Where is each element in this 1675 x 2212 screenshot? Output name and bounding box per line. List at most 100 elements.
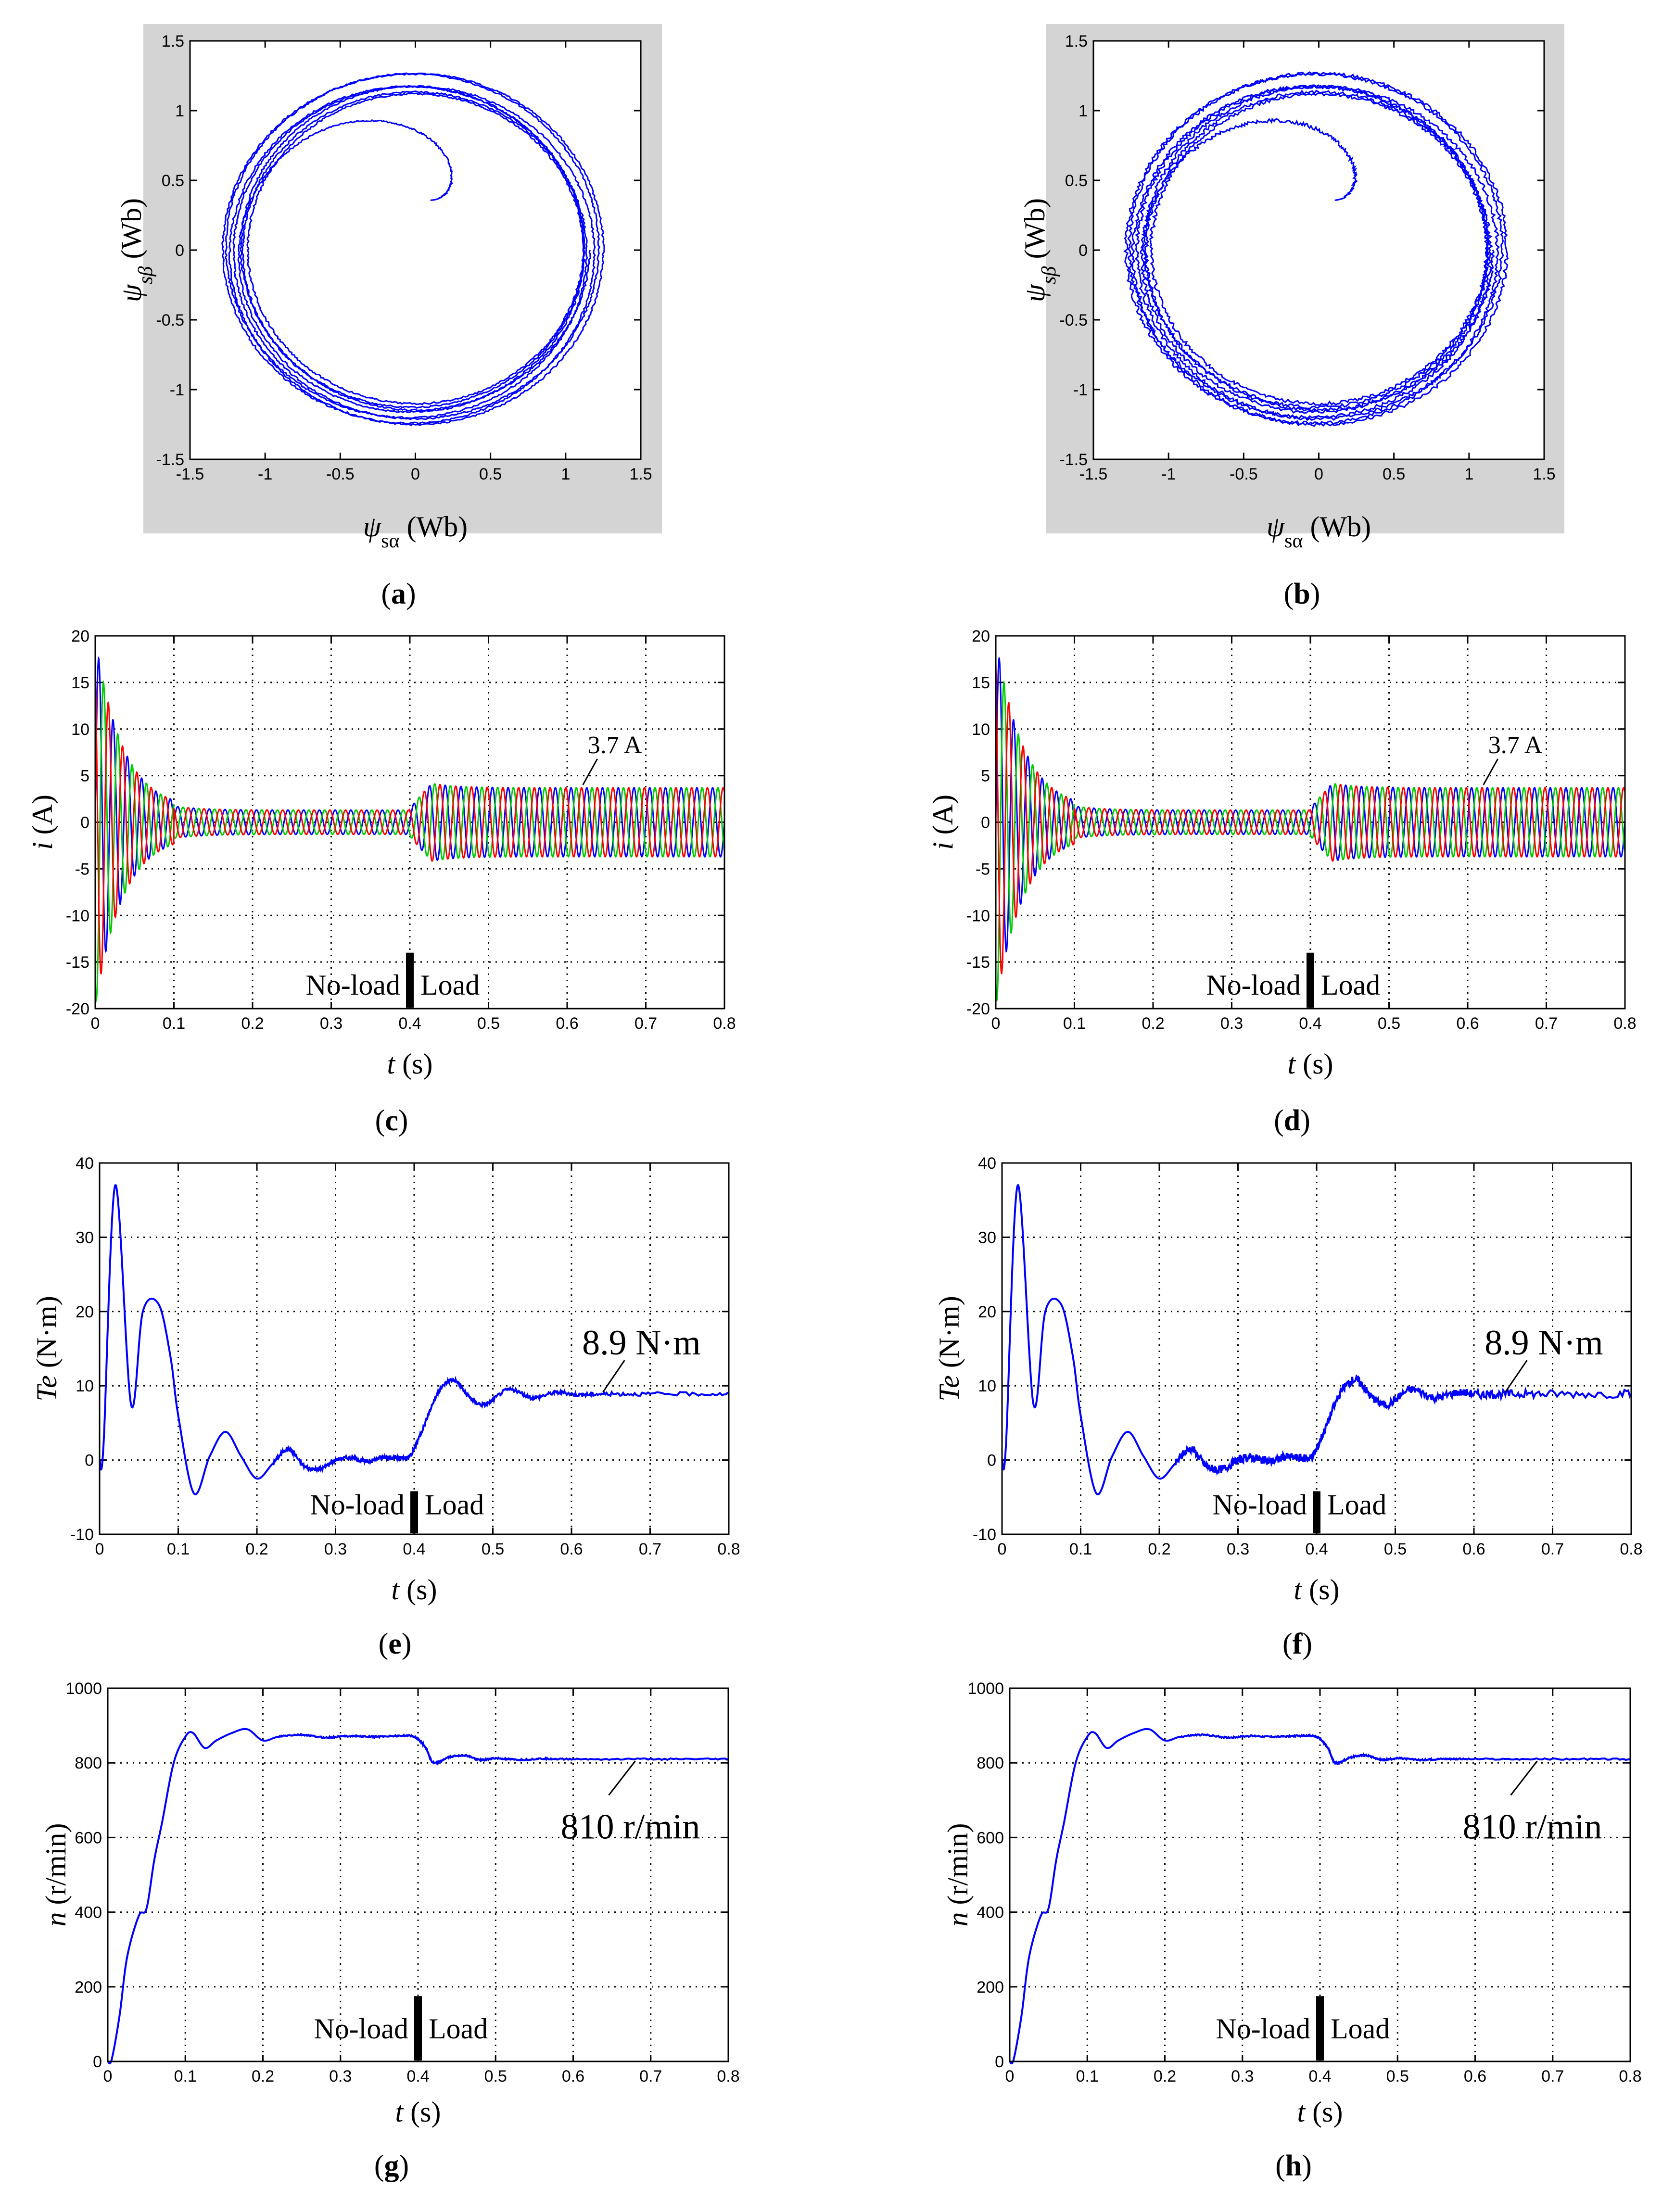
plot-area <box>1093 41 1544 459</box>
annotation-leader <box>582 758 598 785</box>
y-axis-label: i (A) <box>26 795 58 850</box>
x-tick-label: 0.3 <box>1220 1014 1243 1033</box>
no-load-label: No-load <box>310 1489 405 1520</box>
x-axis-label: ψsα (Wb) <box>363 511 468 552</box>
y-tick-label: -15 <box>66 953 89 972</box>
x-tick-label: 0.8 <box>717 1540 740 1558</box>
x-tick-label: 0.3 <box>329 2067 352 2086</box>
x-tick-label: 0.7 <box>1535 1014 1558 1033</box>
y-tick-label: 600 <box>75 1829 102 1847</box>
y-tick-label: 800 <box>75 1754 102 1772</box>
y-tick-label: 1.5 <box>1065 32 1088 51</box>
series-Te <box>1001 1184 1632 1495</box>
x-tick-label: 0.1 <box>1076 2067 1099 2086</box>
x-tick-label: 0.4 <box>403 1540 425 1558</box>
annotation-leader <box>1510 1760 1538 1796</box>
x-tick-label: 0.4 <box>1299 1014 1321 1033</box>
x-tick-label: 0.2 <box>1148 1540 1170 1558</box>
x-axis-label: t (s) <box>395 2096 441 2128</box>
y-tick-label: -10 <box>973 1526 996 1544</box>
y-tick-label: 40 <box>978 1154 996 1173</box>
x-axis-label: t (s) <box>387 1048 433 1080</box>
y-tick-label: 0 <box>93 2053 102 2071</box>
x-tick-label: -1.5 <box>176 465 204 483</box>
y-tick-label: 800 <box>977 1754 1004 1772</box>
subplot-caption: (g) <box>374 2149 409 2182</box>
x-axis-label: t (s) <box>1297 2096 1343 2128</box>
x-tick-label: 0.8 <box>1613 1014 1636 1033</box>
chart-g: 0 0.1 0.2 0.3 0.4 0.5 0.6 0.7 0.8 0 200 400 600 800 10… <box>40 1680 740 2182</box>
flux-trajectory <box>1123 71 1509 427</box>
x-tick-label: 0.6 <box>556 1014 578 1033</box>
x-axis-label: t (s) <box>1288 1048 1333 1080</box>
y-axis-label: Te (N·m) <box>933 1296 965 1401</box>
load-step-marker <box>1313 1491 1320 1533</box>
y-tick-label: 5 <box>80 767 89 785</box>
x-tick-label: 0 <box>91 1014 100 1033</box>
x-axis-label: ψsα (Wb) <box>1267 511 1371 552</box>
x-tick-label: 0.8 <box>1620 1540 1642 1558</box>
x-tick-label: 0.5 <box>1383 465 1405 483</box>
x-tick-label: 0 <box>411 465 420 483</box>
chart-d: 0 0.1 0.2 0.3 0.4 0.5 0.6 0.7 0.8 -20 -15 -10 -5 0 5 10… <box>927 627 1637 1137</box>
load-label: Load <box>425 1489 484 1520</box>
annotation-label: 810 r/min <box>561 1807 700 1846</box>
axes-box <box>189 40 642 460</box>
subplot-caption: (a) <box>381 578 416 610</box>
series-Te <box>99 1184 730 1495</box>
x-tick-label: 1 <box>561 465 570 483</box>
x-tick-label: 0.5 <box>1378 1014 1400 1033</box>
load-label: Load <box>1331 2013 1390 2045</box>
y-tick-label: -10 <box>966 907 990 925</box>
x-tick-label: 0 <box>998 1540 1007 1558</box>
y-tick-label: 15 <box>71 674 89 692</box>
y-tick-label: -5 <box>75 860 89 878</box>
y-tick-label: -0.5 <box>1059 311 1088 329</box>
x-tick-label: 1 <box>1464 465 1473 483</box>
chart-c: 0 0.1 0.2 0.3 0.4 0.5 0.6 0.7 0.8 -20 -15 -10 -5 0 5 10… <box>26 627 736 1137</box>
y-tick-label: 40 <box>76 1154 94 1173</box>
y-tick-label: 0 <box>1079 241 1088 260</box>
chart-a: -1.5 -1 -0.5 0 0.5 1 1.5 -1.5 -1 -0.5 0 0.5 1 1.5 ψsα … <box>115 24 662 610</box>
y-tick-label: 0.5 <box>1065 172 1088 190</box>
plot-area <box>190 41 641 459</box>
x-tick-label: 0.8 <box>1619 2067 1641 2086</box>
y-tick-label: -15 <box>966 953 990 972</box>
y-axis-label: n (r/min) <box>40 1823 72 1927</box>
load-step-marker <box>1307 952 1314 1008</box>
annotation-leader <box>1483 758 1499 785</box>
y-tick-label: 0 <box>85 1452 94 1470</box>
x-tick-label: 0.4 <box>1308 2067 1331 2086</box>
load-step-marker <box>1316 1996 1324 2060</box>
series-n <box>1009 1728 1631 2064</box>
x-tick-label: 0.1 <box>167 1540 190 1558</box>
x-tick-label: 0.5 <box>1386 2067 1409 2086</box>
flux-trajectory <box>221 72 605 427</box>
y-tick-label: -1 <box>1073 381 1088 399</box>
x-tick-label: 0.2 <box>245 1540 268 1558</box>
y-tick-label: 1000 <box>65 1680 102 1698</box>
x-tick-label: -1 <box>1161 465 1176 483</box>
y-tick-label: 20 <box>71 627 89 645</box>
x-tick-label: 0.3 <box>1231 2067 1254 2086</box>
subplot-caption: (f) <box>1282 1628 1312 1660</box>
y-tick-label: 1 <box>1079 102 1088 120</box>
x-tick-label: 0.8 <box>717 2067 739 2086</box>
x-tick-label: 0.1 <box>174 2067 197 2086</box>
x-tick-label: 0 <box>991 1014 1001 1033</box>
y-tick-label: 1.5 <box>162 32 184 51</box>
y-tick-label: 200 <box>977 1978 1004 1997</box>
y-tick-label: 20 <box>972 627 990 645</box>
no-load-label: No-load <box>314 2013 408 2045</box>
y-tick-label: 1000 <box>967 1680 1004 1698</box>
no-load-label: No-load <box>305 969 400 1001</box>
x-tick-label: 0.7 <box>1541 2067 1564 2086</box>
no-load-label: No-load <box>1212 1489 1307 1520</box>
x-tick-label: -0.5 <box>1230 465 1258 483</box>
annotation-label: 8.9 N·m <box>582 1323 701 1363</box>
load-step-marker <box>406 952 414 1008</box>
y-tick-label: 0 <box>995 2053 1004 2071</box>
x-tick-label: 0.1 <box>1069 1540 1092 1558</box>
annotation-label: 810 r/min <box>1463 1807 1602 1846</box>
y-tick-label: 0 <box>981 814 990 832</box>
